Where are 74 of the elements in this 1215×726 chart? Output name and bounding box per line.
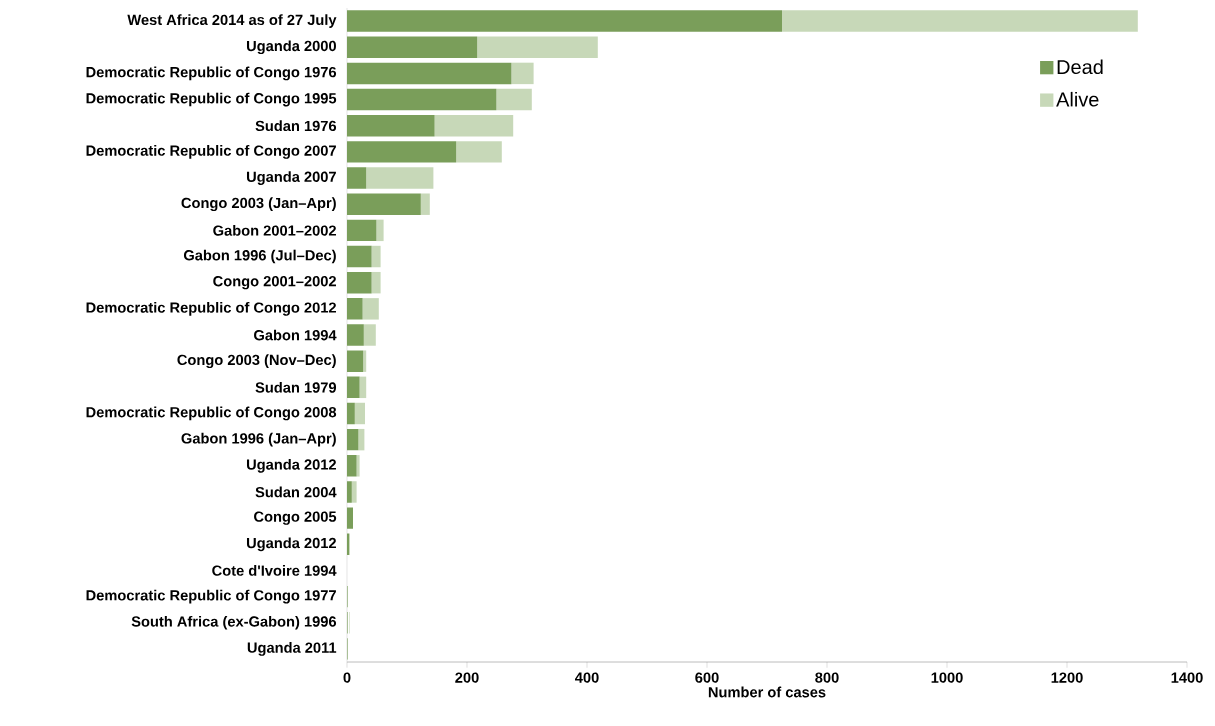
bar: [347, 62, 512, 85]
bar: [782, 10, 1138, 32]
bar: [347, 36, 478, 58]
y-tick-label: Congo 2003 (Nov–Dec): [177, 354, 336, 369]
y-tick-label: Democratic Republic of Congo 1977: [86, 589, 336, 604]
bar: [347, 376, 360, 399]
bar: [456, 141, 502, 163]
bar: [362, 298, 379, 320]
x-tick-label: 200: [455, 672, 479, 683]
x-tick-label: 600: [695, 672, 719, 683]
y-tick-label: Uganda 2000: [246, 40, 336, 55]
x-axis-title: Number of cases: [708, 686, 826, 698]
bar: [347, 245, 372, 268]
bar: [358, 428, 365, 451]
bar: [347, 298, 363, 320]
x-tick-label: 1400: [1171, 672, 1203, 683]
bar: [347, 481, 352, 503]
y-tick-label: Uganda 2012: [246, 458, 336, 473]
y-tick-label: Congo 2003 (Jan–Apr): [181, 197, 336, 212]
bar: [347, 88, 497, 111]
bar: [363, 350, 367, 372]
bar: [363, 324, 376, 346]
bar: [347, 507, 353, 529]
y-tick-label: Gabon 2001–2002: [213, 224, 336, 236]
bar: [347, 428, 359, 451]
y-tick-label: Congo 2001–2002: [213, 276, 336, 290]
bar: [347, 10, 782, 32]
y-tick-label: Democratic Republic of Congo 1976: [86, 66, 337, 81]
bar: [420, 193, 430, 215]
y-tick-label: Sudan 2004: [255, 486, 337, 498]
legend-label: Alive: [1056, 91, 1099, 107]
y-tick-label: Democratic Republic of Congo 2008: [86, 406, 337, 421]
bar: [347, 455, 357, 477]
bar: [477, 36, 598, 58]
bar: [376, 219, 384, 242]
legend-label: Dead: [1057, 59, 1103, 75]
y-tick-label: South Africa (ex-Gabon) 1996: [131, 615, 337, 630]
y-tick-label: Gabon 1994: [254, 329, 337, 341]
bar: [347, 350, 364, 372]
bar: [366, 167, 434, 189]
y-tick-label: Cote d'Ivoire 1994: [212, 565, 337, 576]
bar: [347, 115, 435, 137]
y-tick-label: Sudan 1976: [255, 120, 337, 132]
bar: [347, 402, 355, 425]
y-tick-label: West Africa 2014 as of 27 July: [127, 14, 337, 28]
y-tick-label: Uganda 2011: [247, 642, 337, 656]
y-tick-label: Congo 2005: [254, 511, 337, 525]
bar: [371, 271, 381, 294]
y-tick-label: Uganda 2007: [246, 171, 336, 185]
x-tick-label: 400: [574, 672, 599, 683]
y-tick-label: Democratic Republic of Congo 1995: [86, 92, 337, 107]
y-tick-label: Democratic Republic of Congo 2007: [86, 145, 336, 159]
bar: [511, 62, 534, 85]
bar: [356, 455, 360, 477]
bar: [347, 219, 377, 242]
x-tick-label: 800: [815, 672, 839, 683]
bar: [347, 193, 421, 215]
bar: [371, 245, 381, 268]
bar: [347, 141, 457, 163]
bar: [347, 167, 367, 189]
x-tick-label: 1200: [1051, 672, 1083, 683]
bar: [434, 115, 514, 137]
y-tick-label: Sudan 1979: [255, 381, 337, 393]
bar: [351, 481, 357, 503]
bar: [496, 88, 532, 111]
y-tick-label: Gabon 1996 (Jan–Apr): [181, 432, 336, 447]
bar: [354, 402, 365, 425]
bar: [347, 324, 364, 346]
x-tick-label: 0: [343, 672, 351, 683]
bar: [347, 271, 372, 294]
x-tick-label: 1000: [931, 672, 963, 683]
y-tick-label: Democratic Republic of Congo 2012: [86, 301, 336, 316]
y-tick-label: Gabon 1996 (Jul–Dec): [183, 249, 336, 264]
y-tick-label: Uganda 2012: [246, 537, 336, 552]
